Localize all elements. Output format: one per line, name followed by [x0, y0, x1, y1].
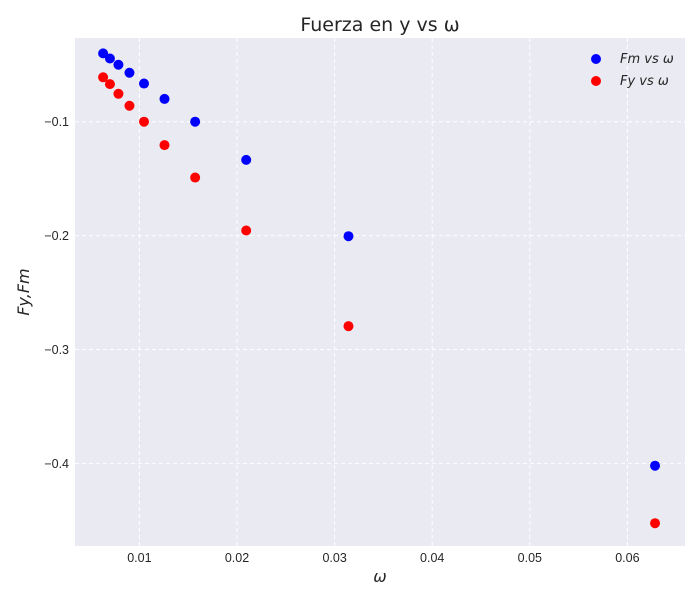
plot-background [75, 38, 685, 546]
x-tick-label: 0.04 [420, 551, 444, 565]
x-tick-label: 0.01 [127, 551, 151, 565]
tick-labels: 0.01 0.02 0.03 0.04 0.05 0.06 −0.1 −0.2 −0.3 −0.4 [44, 115, 639, 565]
x-axis-label: ω [373, 567, 386, 586]
x-tick-label: 0.02 [225, 551, 249, 565]
y-axis-label: Fy,Fm [14, 268, 33, 315]
fy-point [650, 518, 661, 529]
fm-point [139, 78, 150, 89]
legend-label-fm: Fm vs ω [620, 52, 674, 67]
fy-point [343, 321, 354, 332]
chart-title: Fuerza en y vs ω [300, 14, 459, 36]
fy-point [241, 225, 252, 236]
fm-point [113, 59, 124, 70]
fy-point [113, 88, 124, 99]
fm-point [159, 93, 170, 104]
legend-label-fy: Fy vs ω [620, 74, 669, 89]
fy-point [124, 100, 135, 111]
fm-point [124, 67, 135, 78]
fm-point [98, 48, 109, 59]
x-tick-label: 0.03 [322, 551, 346, 565]
legend-marker-fy [591, 76, 601, 86]
x-tick-label: 0.06 [615, 551, 639, 565]
legend-marker-fm [591, 54, 601, 64]
legend: Fm vs ω Fy vs ω [591, 52, 674, 89]
grid [75, 38, 685, 546]
fm-point [190, 116, 201, 127]
y-tick-label: −0.3 [44, 343, 69, 357]
fm-point [104, 53, 115, 64]
y-tick-label: −0.1 [44, 115, 69, 129]
y-tick-label: −0.2 [44, 229, 69, 243]
fy-point [98, 72, 109, 83]
y-tick-label: −0.4 [44, 457, 69, 471]
data-points [98, 48, 661, 529]
fy-point [104, 79, 115, 90]
fy-point [159, 140, 170, 151]
fy-point [190, 172, 201, 183]
fm-point [343, 231, 354, 242]
x-tick-label: 0.05 [518, 551, 542, 565]
fy-point [139, 116, 150, 127]
fm-point [241, 154, 252, 165]
fm-point [650, 460, 661, 471]
